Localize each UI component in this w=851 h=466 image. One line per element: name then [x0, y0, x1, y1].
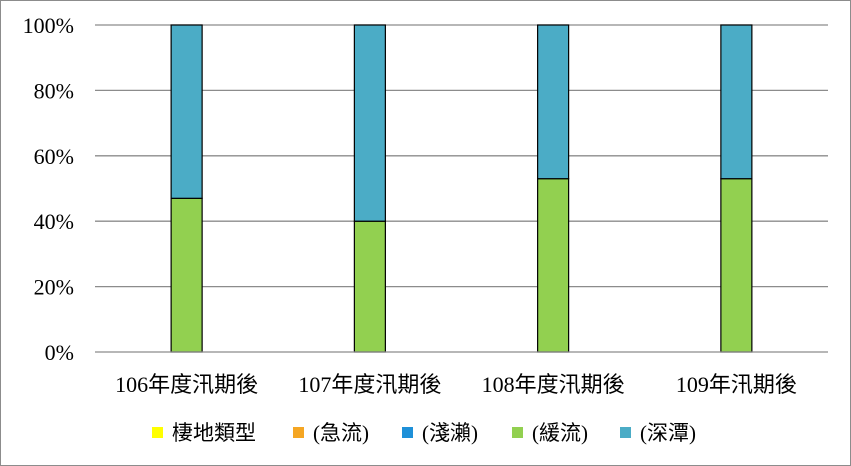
x-category-label: 109年汛期後 — [676, 372, 797, 397]
bar-segment — [353, 24, 386, 222]
legend-swatch — [620, 427, 631, 438]
legend-label: (急流) — [313, 421, 369, 445]
x-category-label: 106年度汛期後 — [115, 372, 258, 397]
bar-segment — [353, 220, 386, 353]
y-tick-label: 60% — [34, 144, 74, 169]
y-tick-label: 40% — [34, 209, 74, 234]
legend-label: (淺瀨) — [422, 421, 478, 445]
bar-segment — [537, 178, 570, 353]
legend: 棲地類型 (急流) (淺瀨) (緩流) (深潭) — [152, 421, 696, 445]
y-tick-label: 0% — [45, 340, 74, 365]
legend-label: 棲地類型 — [172, 421, 256, 445]
x-category-label: 108年度汛期後 — [482, 372, 625, 397]
x-axis-category-labels: 106年度汛期後 107年度汛期後 108年度汛期後 109年汛期後 — [115, 372, 797, 397]
legend-label: (深潭) — [640, 421, 696, 445]
legend-swatch — [152, 427, 163, 438]
x-category-label: 107年度汛期後 — [298, 372, 441, 397]
legend-swatch — [512, 427, 523, 438]
bar-series — [170, 24, 753, 353]
legend-label: (緩流) — [532, 421, 588, 445]
bar-segment — [720, 178, 753, 353]
bar-segment — [720, 24, 753, 180]
legend-swatch — [293, 427, 304, 438]
gridlines — [95, 24, 828, 288]
bar-segment — [170, 197, 203, 353]
y-tick-label: 100% — [23, 13, 74, 38]
y-tick-label: 80% — [34, 78, 74, 103]
y-tick-label: 20% — [34, 275, 74, 300]
bar-segment — [170, 24, 203, 199]
bar-segment — [537, 24, 570, 180]
y-axis-tick-labels: 0% 20% 40% 60% 80% 100% — [23, 13, 74, 365]
legend-swatch — [402, 427, 413, 438]
